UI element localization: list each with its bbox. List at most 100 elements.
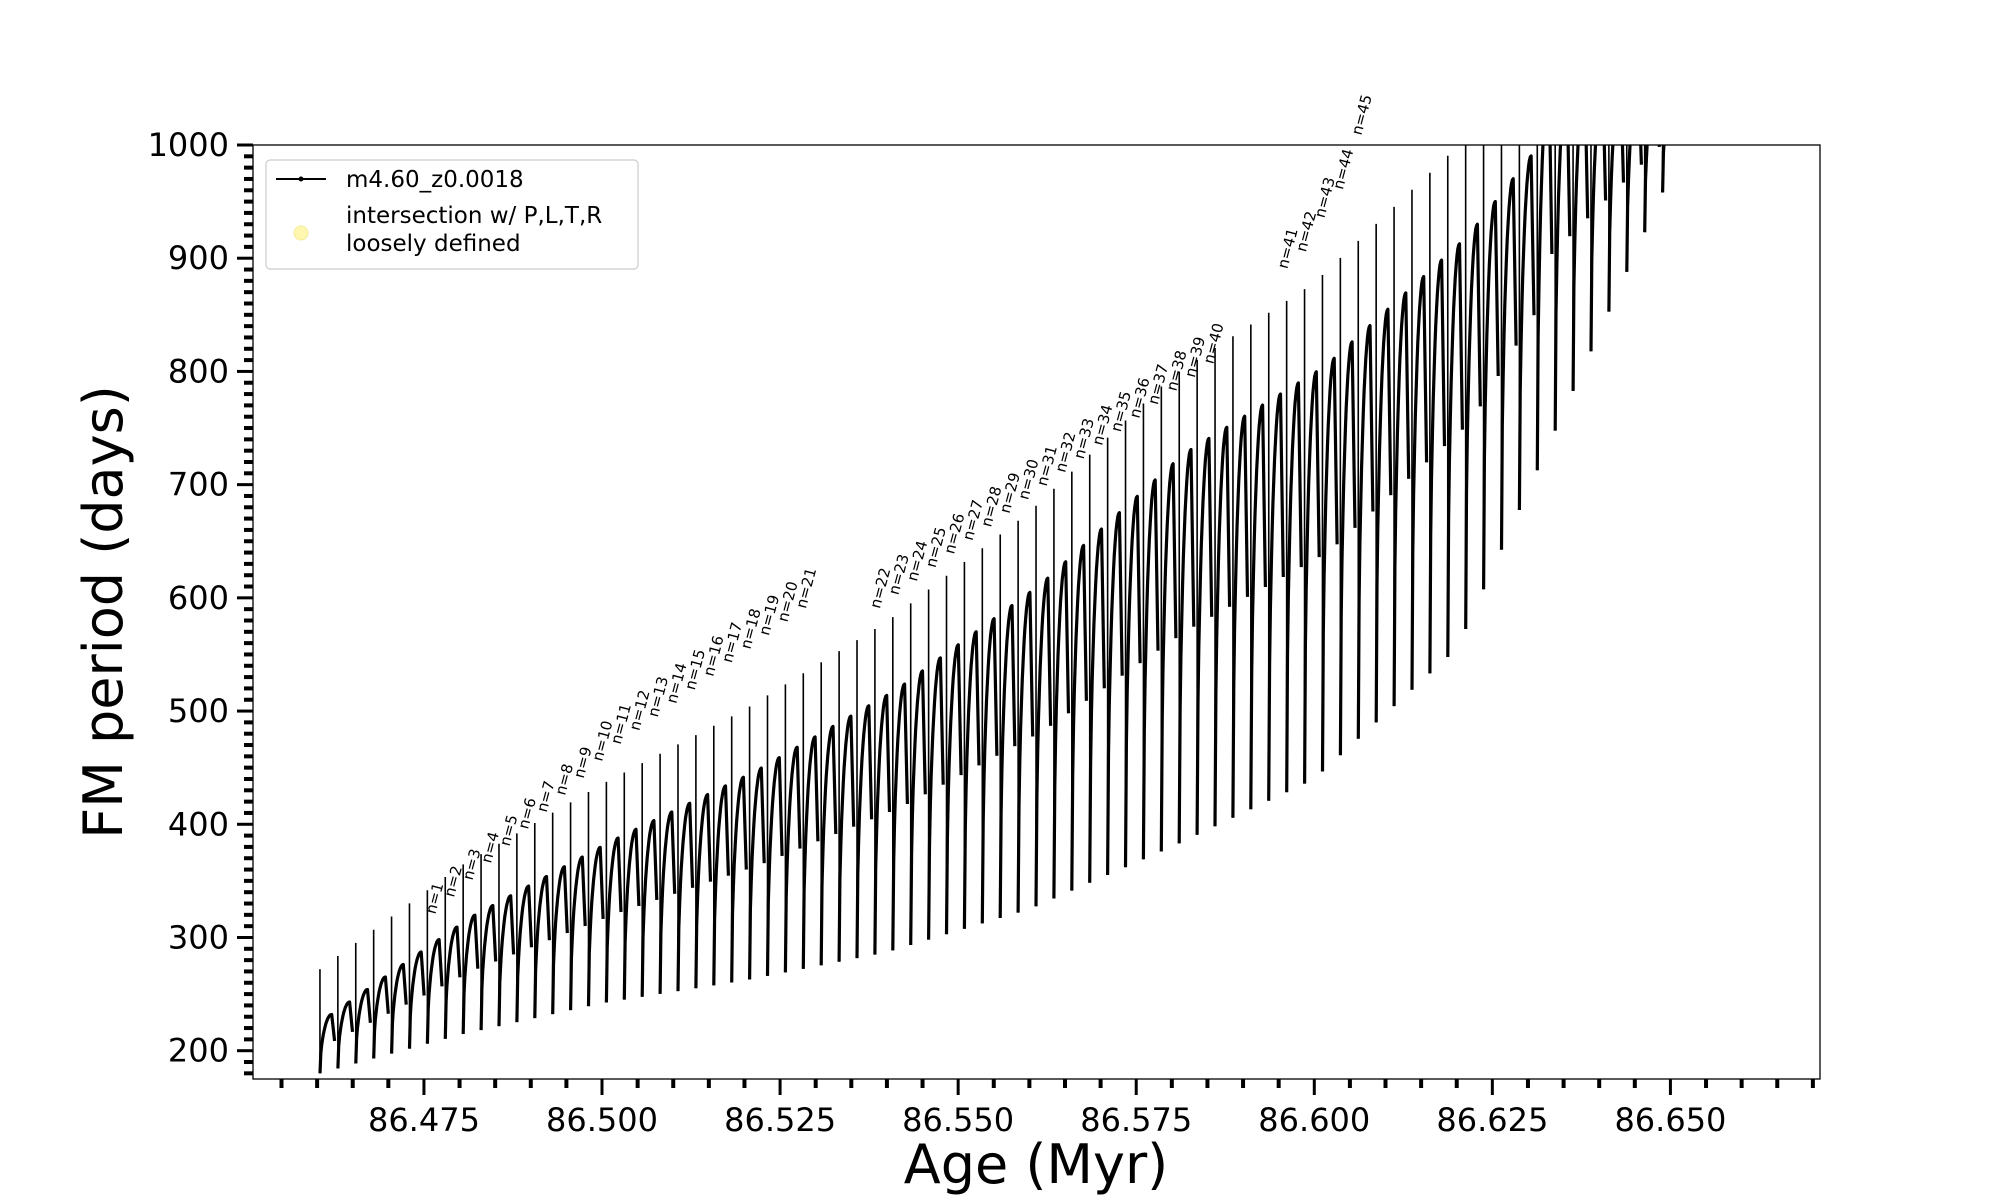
y-tick-label: 400 <box>168 805 229 843</box>
pulse-cycle-curve <box>819 724 838 966</box>
pulse-cycle-curve <box>1320 356 1339 772</box>
pulse-cycle-curve <box>425 938 444 1044</box>
pulse-cycle-curve <box>676 801 695 992</box>
pulse-cycle-curve <box>658 810 677 994</box>
pulse-cycle-curve <box>1195 436 1214 835</box>
pulse-cycle-curve <box>1141 478 1160 860</box>
x-tick-label: 86.475 <box>368 1101 480 1139</box>
pulse-cycle-curve <box>1625 145 1643 272</box>
pulse-cycle-curve <box>569 855 587 1011</box>
x-axis-title: Age (Myr) <box>904 1133 1169 1196</box>
pulse-cycle-curve <box>586 845 605 1007</box>
pulse-cycle-curve <box>640 819 659 997</box>
pulse-cycle-curve <box>1535 145 1554 471</box>
pulse-cycle-curve <box>407 950 426 1049</box>
y-tick-label: 300 <box>168 918 229 956</box>
pulse-cycle-curve <box>622 827 641 1000</box>
pulse-cycle-curve <box>1213 425 1232 827</box>
y-tick-label: 900 <box>168 239 229 277</box>
legend: m4.60_z0.0018 intersection w/ P,L,T,R loo… <box>265 159 639 270</box>
pulse-cycle-curve <box>1446 242 1464 658</box>
pulse-cycle-curve <box>1338 340 1357 756</box>
data-layer <box>318 145 1666 1074</box>
pulse-cycle-curve <box>1482 199 1500 590</box>
pulse-cycle-curve <box>962 630 981 929</box>
y-tick-label: 200 <box>168 1032 229 1070</box>
pulse-cycle-curve <box>1643 145 1661 233</box>
pulse-cycle-curve <box>390 962 408 1054</box>
pulse-cycle-curve <box>748 766 766 980</box>
legend-box <box>265 159 639 270</box>
pulse-cycle-curve <box>1553 145 1572 431</box>
legend-yellow-marker <box>293 225 309 241</box>
pulse-cycle-curve <box>944 643 963 935</box>
pulse-cycle-curve <box>1517 154 1536 511</box>
pulse-cycle-curve <box>1589 145 1608 352</box>
pulse-cycle-curve <box>515 884 534 1023</box>
pulse-cycle-curve <box>1499 177 1518 550</box>
pulse-cycle-curve <box>855 704 874 959</box>
axes-layer: 200 300 400 500 600 700 800 900 1000 86.475 86.500… <box>148 126 1815 1139</box>
pulse-cycle-curve <box>1303 370 1321 784</box>
x-tick-label: 86.500 <box>546 1101 658 1139</box>
pulse-cycle-curve <box>1410 274 1429 690</box>
x-tick-label: 86.575 <box>1080 1101 1192 1139</box>
pulse-cycle-curve <box>461 913 480 1035</box>
pulse-cycle-curve <box>336 1000 355 1069</box>
legend-entry-intersection: intersection w/ P,L,T,R loosely defined <box>346 203 602 257</box>
pulse-cycle-curve <box>497 894 516 1027</box>
legend-entry-model: m4.60_z0.0018 <box>346 167 524 193</box>
x-tick-label: 86.625 <box>1436 1101 1548 1139</box>
pulse-cycle-curve <box>1016 590 1035 913</box>
pulse-cycle-curve <box>765 756 784 976</box>
legend-entry-line: intersection w/ P,L,T,R <box>346 203 602 229</box>
pulse-cycle-curve <box>1106 511 1124 876</box>
pulse-cycle-curve <box>1070 543 1088 891</box>
pulse-cycle-curve <box>1464 222 1482 630</box>
x-tick-label: 86.550 <box>902 1101 1014 1139</box>
x-tick-label: 86.600 <box>1258 1101 1370 1139</box>
plot-frame <box>252 144 1821 1080</box>
pulse-cycle-curve <box>1231 414 1250 818</box>
pulse-cycle-curve <box>909 669 927 946</box>
pulse-cycle-curve <box>443 925 462 1039</box>
pulse-cycle-curve <box>837 714 856 962</box>
pulse-cycle-curve <box>1249 403 1267 810</box>
pulse-cycle-curve <box>551 865 569 1015</box>
pulse-cycle-curve <box>1267 392 1285 801</box>
pulse-cycle-curve <box>1374 307 1393 723</box>
pulse-cycle-curve <box>1285 381 1303 793</box>
pulse-cycle-curve <box>1052 560 1071 899</box>
pulse-cycle-curve <box>712 784 730 986</box>
pulse-cycle-curve <box>980 617 999 924</box>
pulse-cycle-curve <box>694 793 713 989</box>
legend-dot-marker <box>298 176 304 182</box>
pulse-cycle-curve <box>783 745 802 973</box>
pulse-cycle-curve <box>604 836 623 1003</box>
pulse-cycle-curve <box>1392 291 1411 707</box>
legend-entry-line: loosely defined <box>346 231 521 257</box>
pulse-cycle-curve <box>354 987 372 1064</box>
x-tick-label: 86.525 <box>724 1101 836 1139</box>
pulse-cycle-curve <box>1571 145 1590 391</box>
pulse-cycle-curve <box>1177 447 1196 844</box>
pulse-cycle-curve <box>891 682 909 951</box>
pulse-cycle-curve <box>1159 462 1178 852</box>
pulse-cycle-curve <box>479 903 498 1031</box>
pulse-cycle-curve <box>318 1012 337 1074</box>
pulse-cycle-curve <box>873 693 892 955</box>
y-tick-label: 1000 <box>148 126 229 164</box>
y-tick-label: 600 <box>168 579 229 617</box>
pulse-cycle-curve <box>927 656 945 940</box>
y-axis-title: FM period (days) <box>72 385 135 839</box>
pulse-cycle-curve <box>1123 494 1142 868</box>
pulse-cycle-curve <box>1088 527 1106 883</box>
pulse-cycle-curve <box>1607 145 1626 312</box>
y-tick-label: 500 <box>168 692 229 730</box>
x-tick-label: 86.650 <box>1614 1101 1726 1139</box>
pulse-cycle-curve <box>801 735 820 969</box>
pulse-cycle-curve <box>998 604 1017 919</box>
pulse-cycle-curve <box>372 975 390 1059</box>
pulse-cycle-curve <box>533 874 551 1019</box>
